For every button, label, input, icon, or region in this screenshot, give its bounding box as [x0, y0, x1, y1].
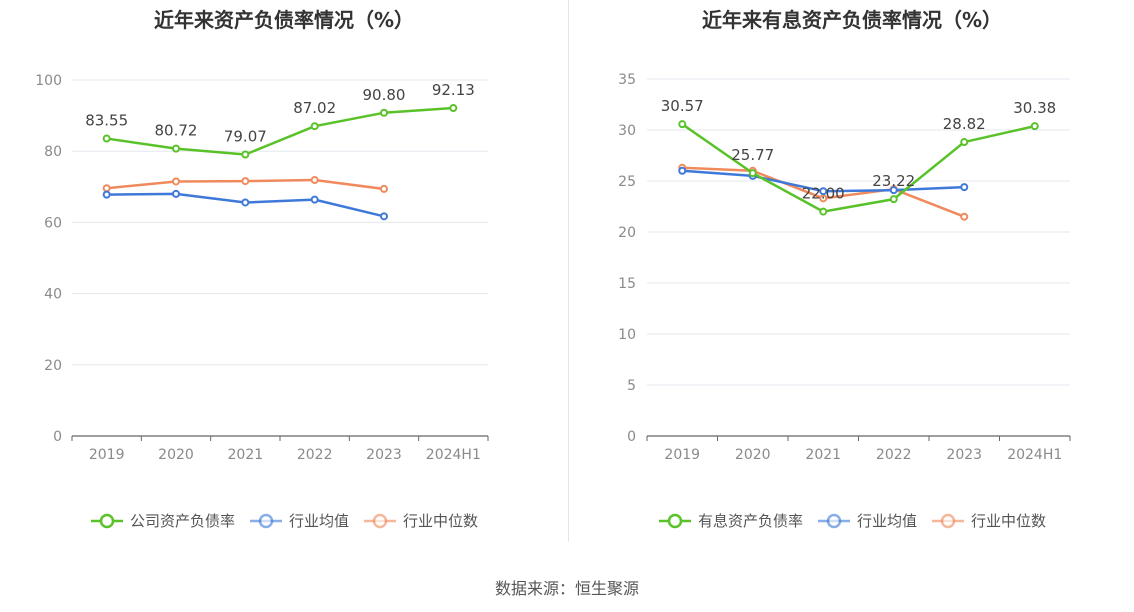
chart-legend: 有息资产负债率 行业均值 行业中位数: [570, 510, 1134, 531]
data-point-company: [960, 138, 969, 147]
data-point-avg: [380, 212, 388, 221]
data-point-company: [310, 122, 319, 131]
y-tick-label: 0: [627, 429, 636, 445]
data-label: 90.80: [363, 86, 406, 104]
chart-plot-interest-bearing-debt-ratio: 0 5 10 15 20 25 30 35 2019 2020 2021 2022 2023 2024H1…: [618, 72, 1071, 463]
data-point-company: [889, 195, 898, 204]
data-point-company: [380, 108, 388, 117]
data-point-median: [960, 212, 969, 221]
x-tick-label: 2024H1: [1007, 447, 1062, 463]
x-tick-label: 2022: [297, 447, 333, 463]
legend-label-industry-average: 行业均值: [288, 512, 349, 530]
x-tick-label: 2024H1: [426, 447, 481, 463]
data-point-median: [102, 184, 111, 193]
data-label: 79.07: [224, 128, 267, 146]
legend-label-industry-median: 行业中位数: [403, 512, 479, 530]
x-tick-label: 2019: [89, 447, 125, 463]
data-point-avg: [678, 166, 687, 175]
data-point-company: [241, 150, 250, 159]
data-source-footer: 数据来源：恒生聚源: [494, 579, 639, 598]
x-tick-label: 2020: [735, 447, 771, 463]
data-label: 25.77: [731, 146, 774, 164]
legend-label-industry-median: 行业中位数: [971, 512, 1047, 530]
legend-item-industry-median[interactable]: 行业中位数: [931, 510, 1046, 531]
chart-legend: 公司资产负债率 行业均值 行业中位数: [0, 510, 568, 531]
series-line-company: [106, 106, 454, 156]
y-tick-label: 20: [44, 358, 62, 374]
data-point-median: [241, 177, 250, 186]
data-label: 30.38: [1013, 99, 1056, 117]
chart-plot-debt-ratio: 0 20 40 60 80 100 2019 2020 2021 2022 2023 2024H1 83…: [35, 73, 489, 463]
legend-label-company: 公司资产负债率: [129, 512, 235, 530]
legend-item-industry-average[interactable]: 行业均值: [817, 510, 917, 531]
legend-item-industry-average[interactable]: 行业均值: [249, 510, 349, 531]
chart-title: 近年来资产负债率情况（%）: [153, 8, 415, 32]
data-point-company: [102, 134, 111, 143]
panel-divider: [568, 0, 569, 542]
data-point-median: [819, 194, 828, 203]
legend-swatch-industry-median: [932, 513, 964, 528]
data-point-company: [449, 104, 458, 113]
data-point-avg: [960, 183, 969, 192]
data-point-avg: [172, 189, 180, 198]
data-point-avg: [241, 198, 250, 207]
legend-label-industry-average: 行业均值: [856, 512, 917, 530]
legend-item-company[interactable]: 公司资产负债率: [90, 510, 235, 531]
data-point-avg: [310, 195, 319, 204]
data-point-avg: [889, 186, 898, 195]
x-tick-label: 2020: [158, 447, 194, 463]
legend-label-company: 有息资产负债率: [697, 512, 803, 530]
y-tick-label: 5: [627, 378, 636, 394]
data-label: 92.13: [432, 81, 475, 99]
legend-swatch-industry-average: [817, 513, 850, 528]
x-tick-label: 2021: [805, 447, 841, 463]
x-tick-label: 2023: [946, 447, 982, 463]
data-point-company: [172, 144, 180, 153]
data-label: 83.55: [85, 112, 128, 130]
data-label: 80.72: [155, 122, 198, 140]
data-point-company: [678, 120, 687, 129]
data-label: 87.02: [293, 99, 336, 117]
data-label: 30.57: [661, 97, 704, 115]
y-tick-label: 40: [44, 287, 62, 303]
x-tick-label: 2023: [366, 447, 402, 463]
data-point-company: [1030, 122, 1039, 131]
data-point-avg: [819, 187, 828, 196]
chart-panel-debt-ratio: 近年来资产负债率情况（%） 0 20 40 60 80 100 2019 2020 2021 20…: [0, 0, 568, 548]
data-point-company: [748, 169, 757, 178]
legend-item-industry-median[interactable]: 行业中位数: [363, 510, 478, 531]
y-tick-label: 35: [618, 72, 636, 88]
y-tick-label: 20: [618, 225, 636, 241]
data-point-median: [172, 177, 180, 186]
y-tick-label: 100: [35, 73, 62, 89]
y-tick-label: 15: [618, 276, 636, 292]
y-tick-label: 25: [618, 174, 636, 190]
y-tick-label: 60: [44, 215, 62, 231]
chart-panel-interest-bearing-debt-ratio: 近年来有息资产负债率情况（%） 0 5 10 15 20 25 30 35 2019 2020 20…: [570, 0, 1134, 548]
legend-swatch-industry-average: [249, 513, 282, 528]
y-tick-label: 80: [44, 144, 62, 160]
data-point-median: [380, 184, 388, 193]
data-point-company: [819, 207, 828, 216]
y-tick-label: 30: [618, 123, 636, 139]
y-tick-label: 0: [53, 429, 62, 445]
data-label: 23.22: [872, 172, 915, 190]
x-tick-label: 2022: [876, 447, 912, 463]
y-tick-label: 10: [618, 327, 636, 343]
data-label: 28.82: [943, 115, 986, 133]
legend-swatch-company: [658, 513, 691, 528]
series-line-company: [681, 123, 1036, 213]
data-label: 22.00: [802, 185, 845, 203]
legend-swatch-company: [90, 513, 123, 528]
legend-swatch-industry-median: [364, 513, 396, 528]
legend-item-company[interactable]: 有息资产负债率: [658, 510, 803, 531]
chart-title: 近年来有息资产负债率情况（%）: [701, 8, 1003, 32]
x-tick-label: 2019: [664, 447, 700, 463]
data-point-avg: [102, 190, 111, 199]
data-point-median: [310, 176, 319, 185]
x-tick-label: 2021: [228, 447, 264, 463]
